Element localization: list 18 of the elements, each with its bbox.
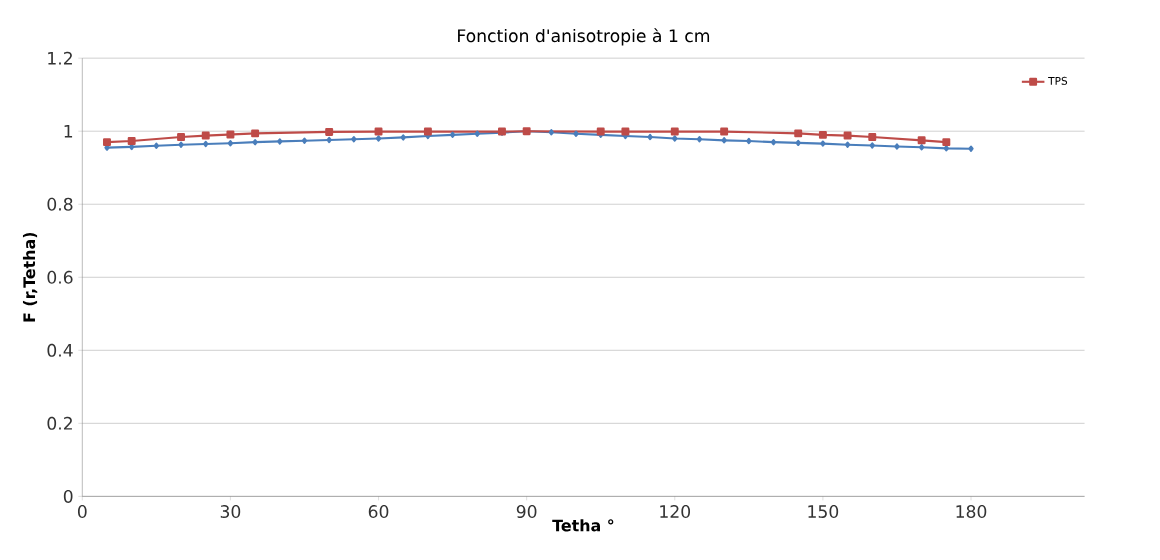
y-tick-label: 0 <box>63 489 73 503</box>
y-tick-label: 0.2 <box>47 416 72 430</box>
y-tick-label: 0.4 <box>47 343 73 357</box>
x-tick-label: 30 <box>220 504 241 518</box>
x-tick-label: 90 <box>516 504 537 518</box>
x-tick-label: 60 <box>368 504 389 518</box>
y-tick-label: 1 <box>64 124 73 138</box>
x-axis-title: Tetha ° <box>552 519 614 532</box>
y-tick-label: 0.6 <box>47 270 73 284</box>
x-tick-label: 120 <box>660 504 691 518</box>
y-tick-label: 0.8 <box>47 197 73 211</box>
x-tick-label: 180 <box>956 504 987 518</box>
x-tick-label: 150 <box>808 504 839 518</box>
chart-title: Fonction d'anisotropie à 1 cm <box>458 28 710 46</box>
y-axis-title: F (r,Tetha) <box>22 232 38 322</box>
x-tick-label: 0 <box>77 504 87 518</box>
y-tick-label: 1.2 <box>48 51 72 65</box>
legend-label: TPS <box>1048 76 1068 85</box>
